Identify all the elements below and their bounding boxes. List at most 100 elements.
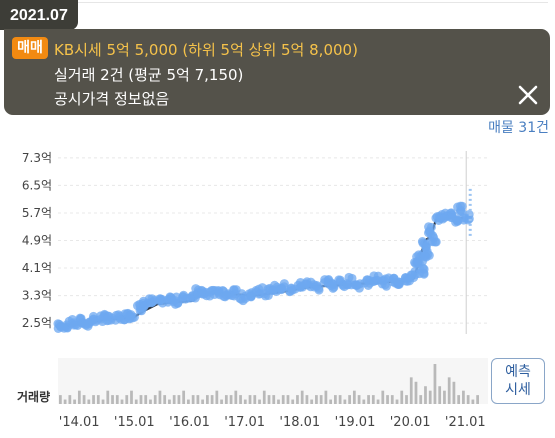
forecast-label-line1: 예측 bbox=[505, 364, 531, 380]
y-tick-label: 2.5억 bbox=[22, 316, 52, 330]
volume-bar bbox=[182, 390, 186, 404]
trade-point bbox=[329, 282, 339, 292]
volume-bar bbox=[386, 395, 389, 404]
trade-point bbox=[459, 213, 469, 223]
x-axis-labels: '14.01 '15.01 '16.01 '17.01 '18.01 '19.01 '20.… bbox=[59, 415, 486, 430]
volume-bar bbox=[352, 390, 356, 404]
trade-point bbox=[344, 272, 354, 282]
volume-bar bbox=[215, 390, 219, 404]
x-tick-label: '18.01 bbox=[279, 415, 320, 430]
public-price-text: 공시가격 정보없음 bbox=[54, 90, 170, 108]
volume-bar bbox=[239, 395, 242, 404]
trade-point bbox=[125, 313, 135, 323]
volume-bar bbox=[234, 390, 238, 404]
volume-bar bbox=[452, 381, 456, 404]
volume-label: 거래량 bbox=[17, 390, 51, 404]
y-tick-label: 4.1억 bbox=[22, 261, 52, 275]
volume-bar bbox=[262, 390, 266, 404]
volume-bar bbox=[277, 399, 280, 404]
volume-bar bbox=[315, 395, 318, 404]
kb-trend-line bbox=[60, 217, 464, 328]
x-tick-label: '21.01 bbox=[445, 415, 486, 430]
x-tick-label: '20.01 bbox=[390, 415, 431, 430]
volume-bar bbox=[376, 399, 380, 404]
volume-bar bbox=[187, 399, 190, 404]
volume-bar bbox=[220, 399, 223, 404]
forecast-price-button[interactable]: 예측 시세 bbox=[491, 358, 545, 404]
volume-bar bbox=[196, 395, 200, 404]
volume-bar bbox=[248, 395, 252, 404]
volume-bar bbox=[310, 399, 314, 404]
volume-bar bbox=[414, 381, 418, 404]
volume-bar bbox=[115, 395, 119, 404]
volume-bar bbox=[144, 395, 148, 404]
volume-bar bbox=[305, 395, 309, 404]
trade-point bbox=[426, 236, 436, 246]
volume-bar bbox=[139, 395, 143, 404]
volume-bar bbox=[343, 399, 347, 404]
volume-bar bbox=[191, 395, 195, 404]
volume-bar bbox=[258, 399, 261, 404]
volume-bar bbox=[177, 395, 181, 404]
trade-point bbox=[384, 273, 394, 283]
volume-bar bbox=[409, 377, 413, 404]
volume-bar bbox=[149, 399, 152, 404]
trade-point bbox=[453, 202, 463, 212]
trade-point bbox=[59, 323, 69, 333]
volume-bar bbox=[281, 395, 285, 404]
volume-bar bbox=[471, 399, 475, 404]
volume-bar bbox=[424, 386, 427, 404]
volume-bar bbox=[334, 395, 337, 404]
trade-point bbox=[277, 283, 287, 293]
volume-bar bbox=[291, 399, 295, 404]
volume-bar bbox=[476, 395, 479, 404]
top-divider bbox=[78, 2, 548, 3]
trade-point bbox=[320, 275, 330, 285]
volume-bar bbox=[82, 395, 86, 404]
volume-bar bbox=[357, 395, 361, 404]
trade-point bbox=[405, 273, 415, 283]
volume-bar bbox=[201, 399, 204, 404]
volume-bar bbox=[68, 395, 72, 404]
volume-bar bbox=[243, 399, 247, 404]
volume-bar bbox=[348, 395, 351, 404]
volume-bar bbox=[371, 395, 375, 404]
listing-count-link[interactable]: 매물 31건 bbox=[488, 120, 549, 136]
volume-bar bbox=[130, 390, 133, 404]
volume-bar bbox=[253, 395, 257, 404]
x-tick-label: '19.01 bbox=[335, 415, 376, 430]
volume-bar bbox=[390, 395, 394, 404]
volume-bar bbox=[362, 399, 366, 404]
trade-point bbox=[156, 295, 166, 305]
volume-bar bbox=[367, 395, 370, 404]
x-tick-label: '14.01 bbox=[59, 415, 100, 430]
volume-bar bbox=[87, 399, 91, 404]
volume-bar bbox=[229, 395, 233, 404]
volume-bar bbox=[153, 395, 157, 404]
volume-bar bbox=[101, 399, 105, 404]
volume-bar bbox=[77, 390, 81, 404]
trade-point bbox=[197, 286, 207, 296]
close-icon[interactable] bbox=[516, 83, 540, 107]
actual-trade-scatter bbox=[53, 201, 474, 333]
volume-bar bbox=[466, 395, 470, 404]
x-tick-label: '15.01 bbox=[114, 415, 155, 430]
volume-bar bbox=[433, 364, 437, 404]
date-tab: 2021.07 bbox=[0, 0, 78, 30]
trade-point bbox=[419, 264, 429, 274]
volume-bar bbox=[419, 395, 423, 404]
volume-bar bbox=[63, 399, 67, 404]
volume-bar bbox=[329, 399, 333, 404]
y-tick-label: 7.3억 bbox=[22, 151, 52, 165]
volume-bar bbox=[172, 395, 176, 404]
volume-bar bbox=[106, 390, 110, 404]
y-tick-label: 4.9억 bbox=[22, 234, 52, 248]
trade-point bbox=[342, 280, 352, 290]
x-tick-label: '17.01 bbox=[224, 415, 265, 430]
trade-point bbox=[268, 285, 278, 295]
trade-point bbox=[420, 252, 430, 262]
y-axis-labels: 7.3억 6.5억 5.7억 4.9억 4.1억 3.3억 2.5억 bbox=[22, 151, 52, 330]
volume-bar bbox=[210, 395, 214, 404]
y-tick-label: 5.7억 bbox=[22, 206, 52, 220]
